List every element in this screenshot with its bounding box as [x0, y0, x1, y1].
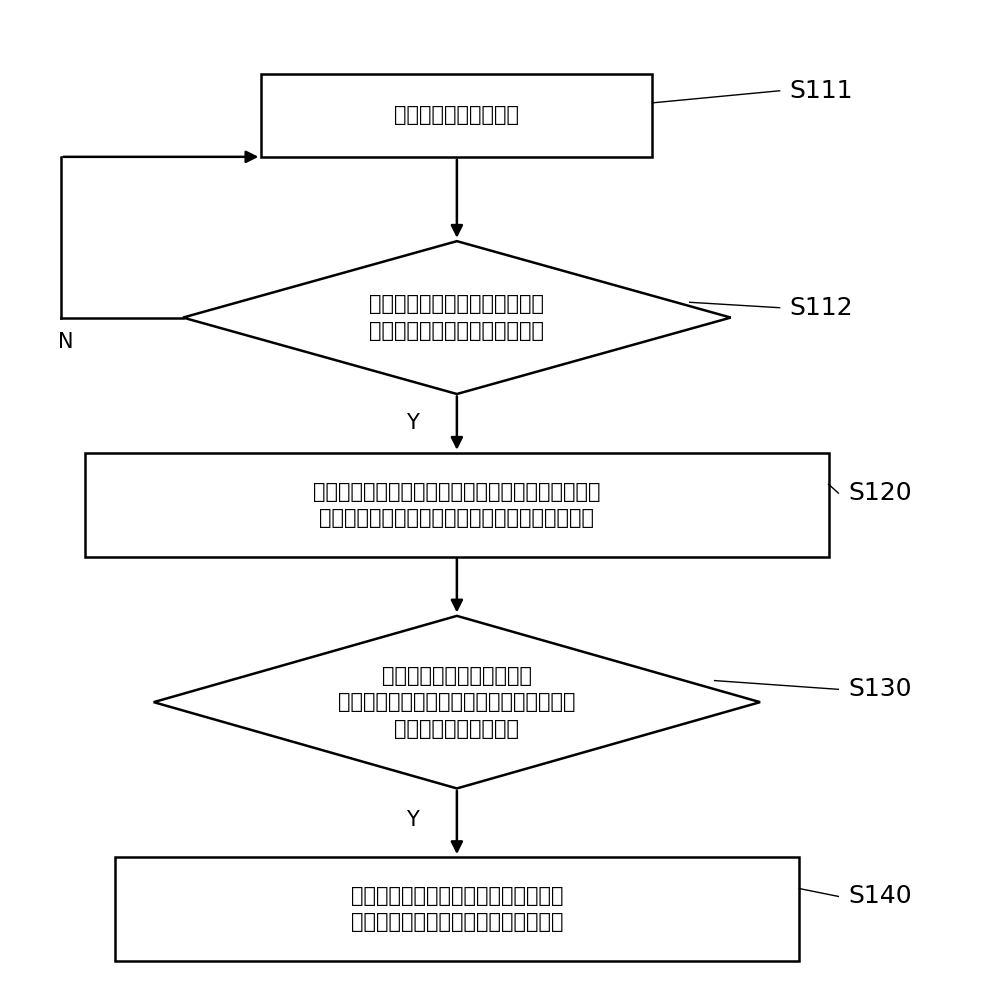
Text: Y: Y	[407, 413, 420, 433]
Text: S120: S120	[848, 481, 912, 505]
Text: S111: S111	[790, 79, 853, 103]
Text: S112: S112	[790, 296, 853, 320]
FancyBboxPatch shape	[114, 857, 800, 961]
Text: 断开连接所述预设公共无线网络，并根
据所述账号信息连接所述目标无线网络: 断开连接所述预设公共无线网络，并根 据所述账号信息连接所述目标无线网络	[350, 886, 563, 932]
Polygon shape	[183, 241, 731, 394]
Text: N: N	[58, 332, 73, 352]
Text: 判断是否接收到目标路由器
发送的加密响应信息；加密响应信息包括目
标无线网络的账号信息: 判断是否接收到目标路由器 发送的加密响应信息；加密响应信息包括目 标无线网络的账…	[338, 666, 575, 739]
FancyBboxPatch shape	[261, 74, 653, 157]
Text: Y: Y	[407, 810, 420, 830]
Text: 连接一公共无线网络，判断公共
无线网络是否预设公共无线网络: 连接一公共无线网络，判断公共 无线网络是否预设公共无线网络	[369, 294, 545, 341]
Text: 通过预设公共无线网络，向目标路由器发送加密请求
信息；所述加密请求信息包括智能设备的标识信息: 通过预设公共无线网络，向目标路由器发送加密请求 信息；所述加密请求信息包括智能设…	[313, 482, 600, 528]
Text: 获取所有公共无线网络: 获取所有公共无线网络	[395, 105, 520, 125]
Polygon shape	[154, 616, 760, 788]
FancyBboxPatch shape	[85, 453, 828, 557]
Text: S140: S140	[848, 884, 912, 908]
Text: S130: S130	[848, 677, 912, 701]
